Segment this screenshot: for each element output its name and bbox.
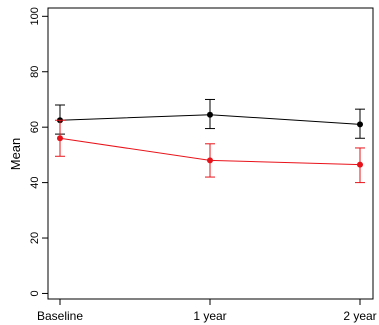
y-tick-label: 20	[29, 232, 41, 244]
data-point	[357, 121, 363, 128]
series-2	[55, 119, 365, 184]
data-point	[207, 111, 213, 118]
y-tick-label: 40	[29, 176, 41, 188]
y-tick-label: 0	[29, 290, 41, 296]
data-point	[357, 161, 363, 168]
x-tick-label: 2 year	[343, 309, 376, 323]
data-point	[207, 157, 213, 164]
y-tick-label: 60	[29, 121, 41, 133]
y-tick-label: 100	[29, 7, 41, 25]
data-point	[57, 135, 63, 142]
y-tick-label: 80	[29, 66, 41, 78]
x-tick-label: Baseline	[37, 309, 83, 323]
x-tick-label: 1 year	[193, 309, 226, 323]
x-axis: Baseline 1 year 2 year	[37, 299, 377, 323]
series-1	[55, 98, 365, 139]
y-axis: 0 20 40 60 80 100	[29, 7, 48, 297]
series-layer	[55, 98, 365, 184]
y-axis-label: Mean	[8, 138, 23, 171]
